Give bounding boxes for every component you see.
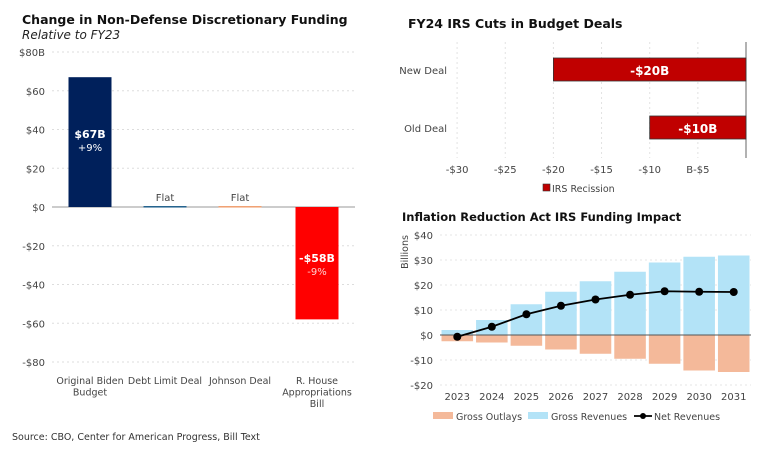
data-label: -9% — [307, 267, 326, 278]
chart1-subtitle: Relative to FY23 — [22, 28, 120, 42]
legend-swatch — [542, 183, 551, 192]
bar — [649, 115, 747, 140]
x-tick-label: -$25 — [494, 165, 517, 176]
x-tick-label: Bill — [310, 399, 324, 410]
bar-gross-outlays — [614, 335, 646, 359]
bar-gross-outlays — [476, 335, 508, 343]
x-tick-label: B-$5 — [686, 165, 709, 176]
legend-label: Gross Revenues — [551, 412, 627, 423]
source-note: Source: CBO, Center for American Progres… — [12, 432, 260, 443]
y-tick-label: -$60 — [22, 319, 45, 330]
legend-marker — [640, 413, 646, 419]
point-net-revenues — [487, 322, 496, 331]
chart3-plot: $40 $30 $20 $10 $0 -$10 -$20 Billions 2023 2024 20… — [400, 231, 751, 423]
point-net-revenues — [660, 287, 669, 296]
y-tick-label: -$40 — [22, 281, 45, 292]
data-label: Flat — [231, 193, 250, 204]
legend-label: Net Revenues — [654, 412, 720, 423]
point-net-revenues — [591, 295, 600, 304]
data-label: $67B — [74, 128, 105, 141]
y-axis-label: Billions — [400, 235, 411, 269]
point-net-revenues — [522, 310, 531, 319]
y-tick-label: New Deal — [399, 66, 447, 77]
y-tick-label: -$20 — [22, 242, 45, 253]
x-tick-label: 2030 — [686, 392, 711, 403]
x-tick-label: Johnson Deal — [208, 376, 271, 387]
y-tick-label: $20 — [414, 281, 433, 292]
point-net-revenues — [626, 290, 635, 299]
bar — [218, 206, 262, 208]
legend-label: Gross Outlays — [456, 412, 522, 423]
bar-gross-outlays — [683, 335, 715, 371]
chart2-plot: -$30 -$25 -$20 -$15 -$10 B-$5 -$20B New Deal -$1… — [399, 42, 747, 195]
point-net-revenues — [729, 288, 738, 296]
x-tick-label: -$10 — [638, 165, 661, 176]
x-tick-label: Budget — [73, 388, 107, 399]
bar-gross-outlays — [579, 335, 612, 354]
y-tick-label: Old Deal — [404, 124, 447, 135]
point-net-revenues — [695, 287, 704, 296]
y-tick-label: $40 — [26, 126, 45, 137]
x-tick-label: 2025 — [514, 392, 539, 403]
x-tick-label: 2027 — [583, 392, 608, 403]
data-label: -$10B — [678, 122, 717, 136]
point-net-revenues — [556, 301, 565, 310]
y-tick-label: $40 — [414, 231, 433, 242]
x-tick-label: Appropriations — [282, 388, 352, 399]
legend-label: IRS Recission — [552, 184, 615, 195]
y-tick-label: -$80 — [22, 358, 45, 369]
bar — [295, 207, 339, 320]
y-tick-label: $30 — [414, 256, 433, 267]
chart1-title: Change in Non-Defense Discretionary Fund… — [22, 12, 348, 27]
bar-gross-revenues — [648, 262, 681, 335]
y-tick-label: $60 — [26, 87, 45, 98]
bar-gross-outlays — [717, 335, 750, 372]
data-label: +9% — [78, 143, 102, 154]
x-tick-label: 2023 — [445, 392, 470, 403]
y-tick-label: $20 — [26, 164, 45, 175]
x-tick-label: R. House — [296, 376, 338, 387]
x-tick-label: -$15 — [590, 165, 613, 176]
bar — [553, 57, 747, 82]
bar-gross-revenues — [579, 281, 612, 335]
point-net-revenues — [453, 332, 462, 341]
data-label: Flat — [156, 193, 175, 204]
bar-gross-revenues — [614, 271, 646, 335]
chart1-plot: $80B $60 $40 $20 $0 -$20 -$40 -$60 -$80 $67B +9% Or… — [19, 48, 355, 410]
y-tick-label: -$20 — [410, 381, 433, 392]
x-tick-label: Original Biden — [56, 376, 123, 387]
bar-gross-outlays — [545, 335, 577, 350]
bar — [68, 77, 112, 207]
chart2-title: FY24 IRS Cuts in Budget Deals — [408, 16, 622, 31]
y-tick-label: $0 — [32, 203, 45, 214]
bar-gross-revenues — [441, 330, 474, 335]
bar-gross-outlays — [510, 335, 543, 346]
bar-gross-revenues — [545, 291, 577, 335]
x-tick-label: 2024 — [479, 392, 504, 403]
legend-swatch — [528, 412, 548, 419]
bar-gross-outlays — [648, 335, 681, 364]
legend-swatch — [433, 412, 453, 419]
x-tick-label: 2028 — [617, 392, 642, 403]
x-tick-label: -$30 — [446, 165, 469, 176]
y-tick-label: -$10 — [410, 356, 433, 367]
y-tick-label: $80B — [19, 48, 45, 59]
x-tick-label: 2029 — [652, 392, 677, 403]
bar — [143, 206, 187, 208]
data-label: -$20B — [630, 64, 669, 78]
x-tick-label: Debt Limit Deal — [128, 376, 202, 387]
chart3-title: Inflation Reduction Act IRS Funding Impa… — [402, 210, 682, 224]
bar-gross-revenues — [683, 256, 715, 335]
y-tick-label: $0 — [420, 331, 433, 342]
y-tick-label: $10 — [414, 306, 433, 317]
bar-gross-revenues — [510, 304, 543, 335]
data-label: -$58B — [299, 252, 335, 265]
x-tick-label: 2031 — [721, 392, 746, 403]
x-tick-label: -$20 — [542, 165, 565, 176]
x-tick-label: 2026 — [548, 392, 573, 403]
